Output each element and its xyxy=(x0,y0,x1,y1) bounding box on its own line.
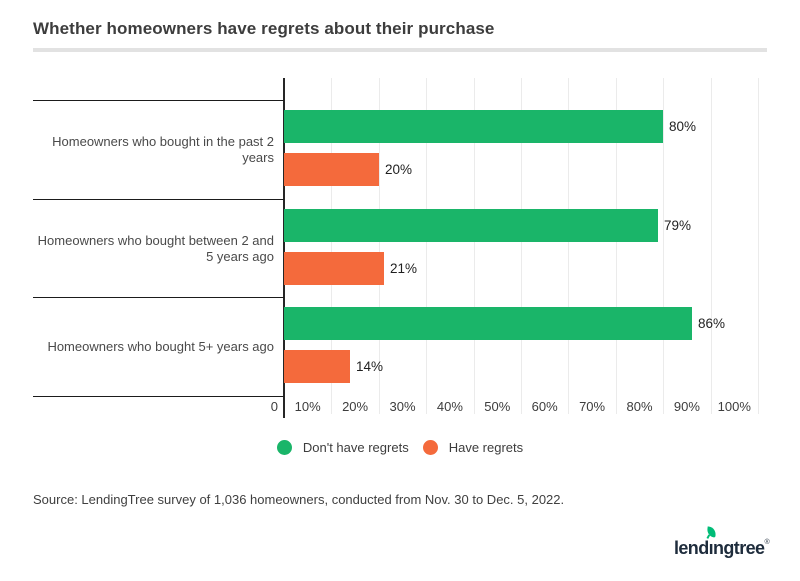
value-label: 86% xyxy=(698,316,726,331)
legend-item: Have regrets xyxy=(422,440,524,455)
legend-item: Don't have regrets xyxy=(276,440,409,455)
gridline xyxy=(521,78,522,414)
row-divider xyxy=(33,199,284,200)
gridline xyxy=(473,78,475,414)
bar-have-regrets xyxy=(284,350,350,383)
bar-have-regrets xyxy=(284,153,379,186)
bar-don-t-have-regrets xyxy=(284,209,658,242)
x-tick-label: 0 xyxy=(270,399,278,414)
value-label: 14% xyxy=(356,359,384,374)
x-tick-label: 20% xyxy=(342,399,369,414)
value-label: 21% xyxy=(390,261,418,276)
legend-label: Don't have regrets xyxy=(302,440,409,455)
logo-text-part2: ngtree xyxy=(713,538,765,558)
gridline xyxy=(378,78,380,414)
x-tick-label: 80% xyxy=(626,399,653,414)
category-label: Homeowners who bought in the past 2 year… xyxy=(52,133,274,165)
logo-text-i: ı xyxy=(708,538,714,558)
bar-don-t-have-regrets xyxy=(284,307,692,340)
x-tick-label: 100% xyxy=(717,399,751,414)
x-tick-label: 10% xyxy=(294,399,321,414)
legend-label: Have regrets xyxy=(448,440,524,455)
gridline xyxy=(663,78,665,414)
x-tick-label: 40% xyxy=(436,399,463,414)
gridline xyxy=(615,78,617,414)
bar-have-regrets xyxy=(284,252,384,285)
axis-line xyxy=(283,78,285,418)
row-divider xyxy=(33,396,284,397)
value-label: 20% xyxy=(385,162,413,177)
category-label: Homeowners who bought 5+ years ago xyxy=(47,338,274,354)
gridline xyxy=(568,78,570,414)
gridline xyxy=(710,78,712,414)
legend-swatch xyxy=(276,440,292,455)
title-divider xyxy=(33,48,767,52)
gridline xyxy=(426,78,428,414)
lendingtree-logo: lend ıngtree® xyxy=(674,526,770,559)
gridline xyxy=(758,78,759,414)
x-tick-label: 70% xyxy=(579,399,606,414)
gridline xyxy=(331,78,333,414)
value-label: 80% xyxy=(669,119,697,134)
bar-don-t-have-regrets xyxy=(284,110,663,143)
value-label: 79% xyxy=(664,218,692,233)
x-tick-label: 50% xyxy=(484,399,511,414)
legend-swatch xyxy=(422,440,438,455)
logo-text-part1: lend xyxy=(674,538,709,558)
row-divider xyxy=(33,297,284,298)
registered-mark: ® xyxy=(764,539,769,546)
chart-title: Whether homeowners have regrets about th… xyxy=(33,19,495,38)
source-note: Source: LendingTree survey of 1,036 home… xyxy=(33,492,565,507)
chart-legend: Don't have regrets Have regrets xyxy=(0,440,800,455)
row-divider xyxy=(33,100,284,101)
x-tick-label: 30% xyxy=(389,399,416,414)
category-label: Homeowners who bought between 2 and 5 ye… xyxy=(37,232,274,264)
x-tick-label: 90% xyxy=(673,399,700,414)
x-tick-label: 60% xyxy=(531,399,558,414)
